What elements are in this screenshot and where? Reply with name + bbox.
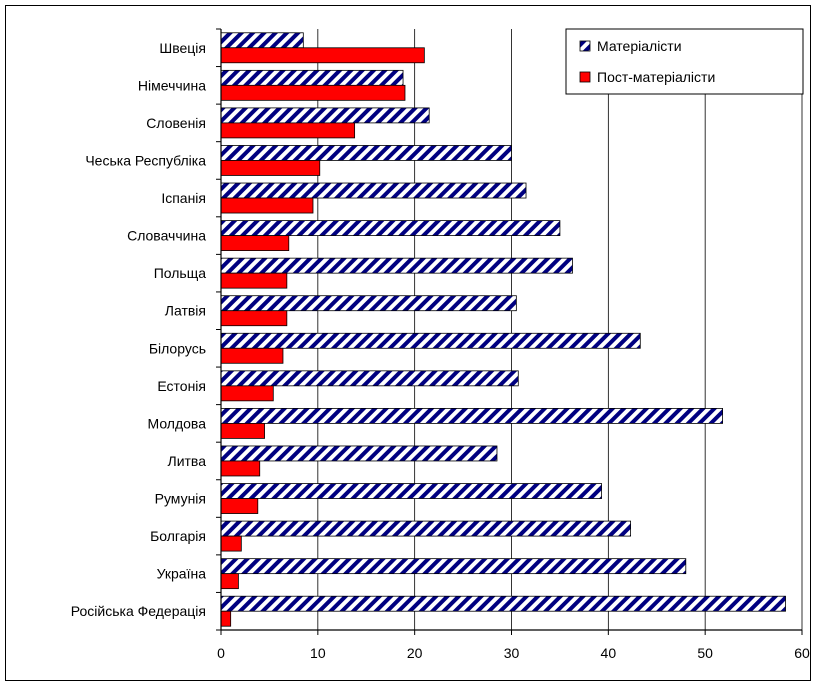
category-label: Естонія <box>157 378 206 394</box>
x-tick-label: 40 <box>601 645 617 661</box>
bar-materialists <box>220 520 632 537</box>
bar-postmaterialists <box>220 423 265 439</box>
legend-label-materialists: Матеріалісти <box>597 38 682 54</box>
bar-postmaterialists <box>220 385 274 402</box>
x-tick-label: 20 <box>407 645 423 661</box>
bar-postmaterialists <box>220 610 232 627</box>
category-label: Румунія <box>155 491 206 507</box>
bar-materialists <box>220 445 498 462</box>
bar-postmaterialists <box>220 197 314 214</box>
bar-postmaterialists <box>220 235 290 251</box>
bar-postmaterialists <box>220 84 406 101</box>
category-label: Російська Федерація <box>71 603 206 619</box>
bar-materialists <box>220 483 602 499</box>
category-label: Чеська Республіка <box>85 152 206 168</box>
bar-postmaterialists <box>220 272 288 289</box>
bar-materialists <box>220 408 723 424</box>
category-label: Словаччина <box>127 228 206 244</box>
legend-swatch-materialists <box>579 40 591 52</box>
legend-label-postmaterialists: Пост-матеріалісти <box>597 69 715 85</box>
bar-postmaterialists <box>220 47 425 64</box>
bar-postmaterialists <box>220 573 239 590</box>
bar-materialists <box>220 32 304 49</box>
category-label: Швеція <box>159 40 206 56</box>
bar-materialists <box>220 558 687 575</box>
bar-materialists <box>220 332 641 349</box>
bar-postmaterialists <box>220 535 242 552</box>
x-tick-label: 0 <box>217 645 225 661</box>
category-label: Іспанія <box>161 190 206 206</box>
bar-materialists <box>220 107 430 124</box>
category-label: Німеччина <box>138 77 206 93</box>
x-tick-label: 30 <box>504 645 520 661</box>
legend: Матеріалісти Пост-матеріалісти <box>565 28 804 95</box>
category-label: Білорусь <box>149 340 206 356</box>
x-tick-label: 50 <box>697 645 713 661</box>
category-labels: Швеція Німеччина Словенія Чеська Республіка… <box>71 40 206 619</box>
bar-materialists <box>220 220 561 236</box>
bar-postmaterialists <box>220 122 356 139</box>
category-label: Словенія <box>146 115 206 131</box>
bar-postmaterialists <box>220 347 284 364</box>
x-tick-label: 10 <box>310 645 326 661</box>
legend-box <box>565 28 804 95</box>
bar-materialists <box>220 295 517 312</box>
category-label: Україна <box>157 566 207 582</box>
x-tick-labels: 0 10 20 30 40 50 60 <box>217 645 810 661</box>
bar-postmaterialists <box>220 460 261 477</box>
category-label: Латвія <box>165 303 206 319</box>
bar-materialists <box>220 595 786 612</box>
bar-materialists <box>220 69 404 86</box>
bar-postmaterialists <box>220 498 259 514</box>
bars-group <box>220 32 786 627</box>
x-tick-label: 60 <box>794 645 810 661</box>
axes-group <box>216 28 803 635</box>
category-label: Молдова <box>148 415 207 431</box>
category-label: Болгарія <box>150 528 206 544</box>
bar-postmaterialists <box>220 160 321 176</box>
bar-materialists <box>220 145 512 161</box>
category-label: Польща <box>154 265 207 281</box>
bar-materialists <box>220 257 573 274</box>
category-label: Литва <box>168 453 207 469</box>
bar-postmaterialists <box>220 310 288 327</box>
bar-materialists <box>220 370 519 387</box>
bar-materialists <box>220 182 527 199</box>
legend-swatch-postmaterialists <box>579 71 591 83</box>
